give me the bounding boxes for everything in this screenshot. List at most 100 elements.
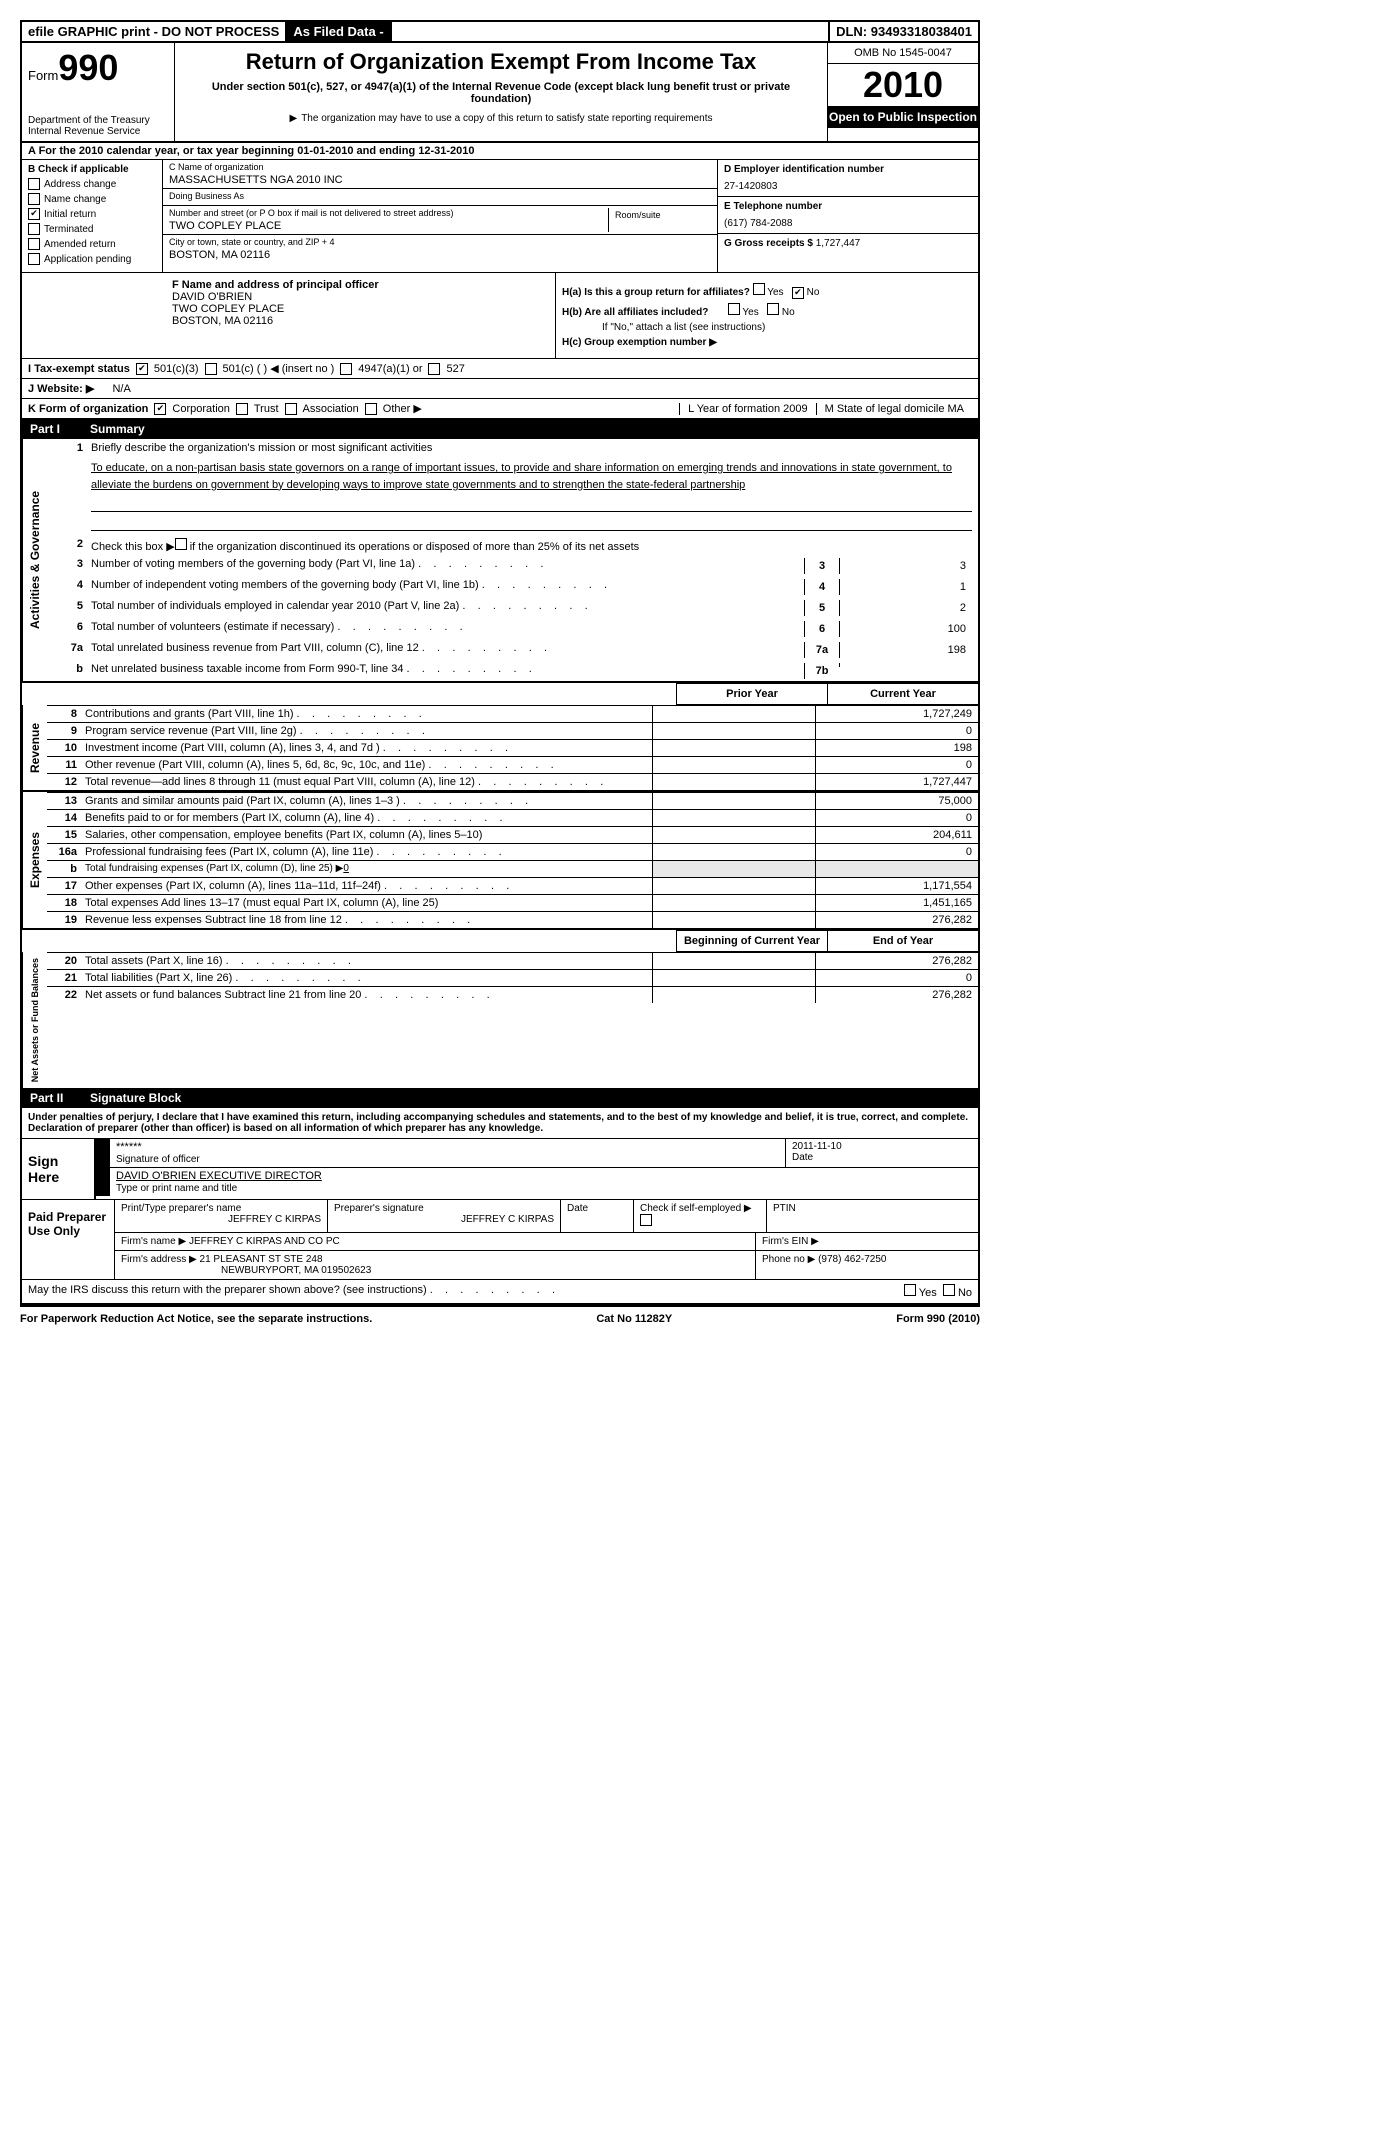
omb-number: OMB No 1545-0047 (828, 43, 978, 64)
h-a: H(a) Is this a group return for affiliat… (562, 283, 972, 299)
signature-intro: Under penalties of perjury, I declare th… (22, 1108, 978, 1139)
gross-label: G Gross receipts $ (724, 238, 813, 249)
l20: Total assets (Part X, line 16) (85, 953, 652, 969)
v11: 0 (815, 757, 978, 773)
chk-other[interactable] (365, 403, 377, 415)
v17: 1,171,554 (815, 878, 978, 894)
chk-4947[interactable] (340, 363, 352, 375)
pt-label: Print/Type preparer's name (121, 1203, 321, 1214)
line3-val: 3 (839, 558, 972, 574)
gross-value: 1,727,447 (816, 238, 861, 249)
officer-addr2: BOSTON, MA 02116 (172, 315, 549, 327)
side-revenue: Revenue (22, 705, 47, 790)
hb-no[interactable] (767, 303, 779, 315)
phone-label: Phone no ▶ (762, 1254, 815, 1265)
line6-val: 100 (839, 621, 972, 637)
ps-label: Preparer's signature (334, 1203, 554, 1214)
form-title: Return of Organization Exempt From Incom… (185, 49, 817, 75)
l16b: Total fundraising expenses (Part IX, col… (85, 861, 652, 877)
line3-desc: Number of voting members of the governin… (91, 558, 804, 570)
prep-date-label: Date (561, 1200, 634, 1232)
chk-initial-return[interactable]: Initial return (28, 208, 156, 220)
section-bcde: B Check if applicable Address change Nam… (22, 160, 978, 273)
firm-name: JEFFREY C KIRPAS AND CO PC (189, 1236, 340, 1247)
col-boy: Beginning of Current Year (676, 930, 827, 952)
col-f-officer: F Name and address of principal officer … (22, 273, 555, 358)
line7a-desc: Total unrelated business revenue from Pa… (91, 642, 804, 654)
v10: 198 (815, 740, 978, 756)
v22: 276,282 (815, 987, 978, 1003)
ein-value: 27-1420803 (724, 175, 972, 192)
row-a-tax-year: A For the 2010 calendar year, or tax yea… (22, 141, 978, 160)
arrow-icon (96, 1168, 110, 1196)
chk-501c[interactable] (205, 363, 217, 375)
tel-value: (617) 784-2088 (724, 212, 972, 229)
chk-name-change[interactable]: Name change (28, 193, 156, 205)
phone-value: (978) 462-7250 (818, 1254, 886, 1265)
h-b-note: If "No," attach a list (see instructions… (562, 322, 972, 333)
v8: 1,727,249 (815, 706, 978, 722)
v21: 0 (815, 970, 978, 986)
chk-corp[interactable] (154, 403, 166, 415)
paperwork-notice: For Paperwork Reduction Act Notice, see … (20, 1313, 372, 1325)
discuss-no[interactable] (943, 1284, 955, 1296)
paid-preparer-label: Paid Preparer Use Only (22, 1200, 115, 1279)
city-label: City or town, state or country, and ZIP … (169, 237, 711, 247)
col-h-group: H(a) Is this a group return for affiliat… (555, 273, 978, 358)
line4-desc: Number of independent voting members of … (91, 579, 804, 591)
firm-label: Firm's name ▶ (121, 1236, 186, 1247)
b-header: B Check if applicable (28, 164, 156, 175)
chk-discontinued[interactable] (175, 538, 187, 550)
page-footer: For Paperwork Reduction Act Notice, see … (20, 1307, 980, 1325)
chk-self-employed[interactable] (640, 1214, 652, 1226)
form-subtitle: Under section 501(c), 527, or 4947(a)(1)… (185, 81, 817, 105)
line6-desc: Total number of volunteers (estimate if … (91, 621, 804, 633)
chk-terminated[interactable]: Terminated (28, 223, 156, 235)
l9: Program service revenue (Part VIII, line… (85, 723, 652, 739)
col-d-ids: D Employer identification number 27-1420… (717, 160, 978, 272)
line7b-val (839, 663, 972, 667)
form-header: Form990 Department of the Treasury Inter… (22, 43, 978, 141)
org-name-label: C Name of organization (169, 162, 711, 172)
side-activities: Activities & Governance (22, 439, 47, 681)
form-ref: Form 990 (2010) (896, 1313, 980, 1325)
chk-address-change[interactable]: Address change (28, 178, 156, 190)
v18: 1,451,165 (815, 895, 978, 911)
firm-addr-label: Firm's address ▶ (121, 1254, 197, 1265)
hb-yes[interactable] (728, 303, 740, 315)
col-prior-year: Prior Year (676, 683, 827, 705)
chk-501c3[interactable] (136, 363, 148, 375)
l19: Revenue less expenses Subtract line 18 f… (85, 912, 652, 928)
open-inspection-badge: Open to Public Inspection (828, 106, 978, 128)
room-label: Room/suite (609, 208, 711, 232)
officer-name-title: DAVID O'BRIEN EXECUTIVE DIRECTOR (116, 1170, 972, 1183)
chk-assoc[interactable] (285, 403, 297, 415)
chk-527[interactable] (428, 363, 440, 375)
col-c-org-info: C Name of organization MASSACHUSETTS NGA… (163, 160, 717, 272)
v13: 75,000 (815, 793, 978, 809)
row-i-tax-status: I Tax-exempt status 501(c)(3) 501(c) ( )… (22, 359, 978, 379)
chk-app-pending[interactable]: Application pending (28, 253, 156, 265)
discuss-row: May the IRS discuss this return with the… (22, 1280, 978, 1305)
paid-preparer-block: Paid Preparer Use Only Print/Type prepar… (22, 1200, 978, 1280)
officer-name: DAVID O'BRIEN (172, 291, 549, 303)
l12: Total revenue—add lines 8 through 11 (mu… (85, 774, 652, 790)
ha-yes[interactable] (753, 283, 765, 295)
chk-amended[interactable]: Amended return (28, 238, 156, 250)
v19: 276,282 (815, 912, 978, 928)
line5-val: 2 (839, 600, 972, 616)
section-expenses: Expenses 13Grants and similar amounts pa… (22, 792, 978, 930)
l21: Total liabilities (Part X, line 26) (85, 970, 652, 986)
chk-trust[interactable] (236, 403, 248, 415)
l13: Grants and similar amounts paid (Part IX… (85, 793, 652, 809)
line7a-val: 198 (839, 642, 972, 658)
v16a: 0 (815, 844, 978, 860)
firm-addr2: NEWBURYPORT, MA 019502623 (121, 1265, 371, 1276)
section-activities-governance: Activities & Governance 1Briefly describ… (22, 439, 978, 683)
dln: DLN: 93493318038401 (830, 22, 978, 41)
tax-year: 2010 (828, 64, 978, 106)
pt-name: JEFFREY C KIRPAS (121, 1214, 321, 1225)
discuss-yes[interactable] (904, 1284, 916, 1296)
ha-no[interactable] (792, 287, 804, 299)
v9: 0 (815, 723, 978, 739)
